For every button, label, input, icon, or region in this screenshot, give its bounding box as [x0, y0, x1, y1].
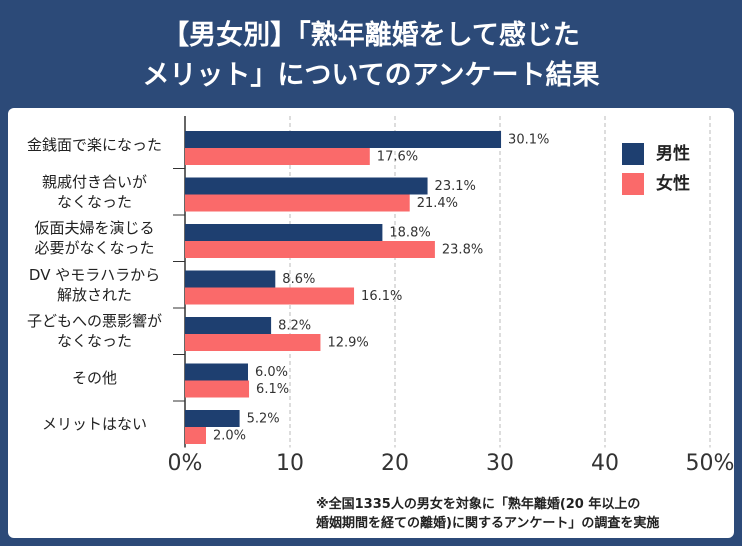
category-label: 子どもへの悪影響が なくなった — [26, 312, 162, 350]
bar — [185, 317, 272, 334]
bar — [185, 334, 321, 351]
category-label: その他 — [71, 368, 117, 387]
value-label: 18.8% — [389, 226, 430, 241]
category-label: DV やモラハラから 解放された — [28, 265, 161, 304]
bar — [185, 427, 206, 444]
footnote: ※全国1335人の男女を対象に「熟年離婚(20 年以上の 婚姻期間を経ての離婚)… — [316, 497, 660, 531]
legend-swatch — [622, 143, 644, 165]
value-label: 23.8% — [442, 243, 483, 258]
bar — [185, 224, 383, 241]
x-tick-label: 20 — [381, 451, 409, 476]
value-label: 8.2% — [278, 319, 311, 334]
bar — [185, 177, 428, 195]
x-tick-label: 10 — [276, 451, 304, 476]
x-tick-label: 40 — [591, 451, 619, 476]
bar — [185, 363, 248, 381]
legend-label: 男性 — [656, 143, 690, 164]
bar — [185, 194, 410, 212]
value-label: 17.6% — [377, 150, 418, 165]
bar — [185, 270, 276, 288]
bar — [185, 148, 370, 165]
bar — [185, 131, 502, 148]
category-label: メリットはない — [41, 415, 147, 433]
value-label: 23.1% — [435, 179, 476, 194]
value-label: 21.4% — [417, 196, 458, 211]
x-tick-label: 30 — [486, 451, 514, 476]
x-tick-label: 50% — [686, 451, 735, 476]
legend-swatch — [622, 173, 644, 195]
bar — [185, 241, 435, 258]
legend-label: 女性 — [656, 173, 690, 194]
category-label: 金銭面で楽になった — [26, 136, 162, 154]
value-label: 12.9% — [327, 336, 368, 351]
value-label: 6.1% — [256, 382, 289, 397]
category-label: 親戚付き合いが なくなった — [41, 172, 147, 211]
bar — [185, 410, 240, 427]
value-label: 8.6% — [282, 272, 315, 287]
value-label: 30.1% — [508, 133, 549, 148]
bar — [185, 380, 250, 398]
x-tick-label: 0% — [168, 451, 203, 476]
value-label: 5.2% — [247, 412, 280, 427]
category-label: 仮面夫婦を演じる 必要がなくなった — [34, 219, 155, 257]
bar — [185, 287, 355, 305]
chart-title: 【男女別】「熟年離婚をして感じた メリット」についてのアンケート結果 — [142, 20, 600, 91]
value-label: 16.1% — [361, 289, 402, 304]
value-label: 2.0% — [213, 429, 246, 444]
value-label: 6.0% — [255, 365, 288, 380]
